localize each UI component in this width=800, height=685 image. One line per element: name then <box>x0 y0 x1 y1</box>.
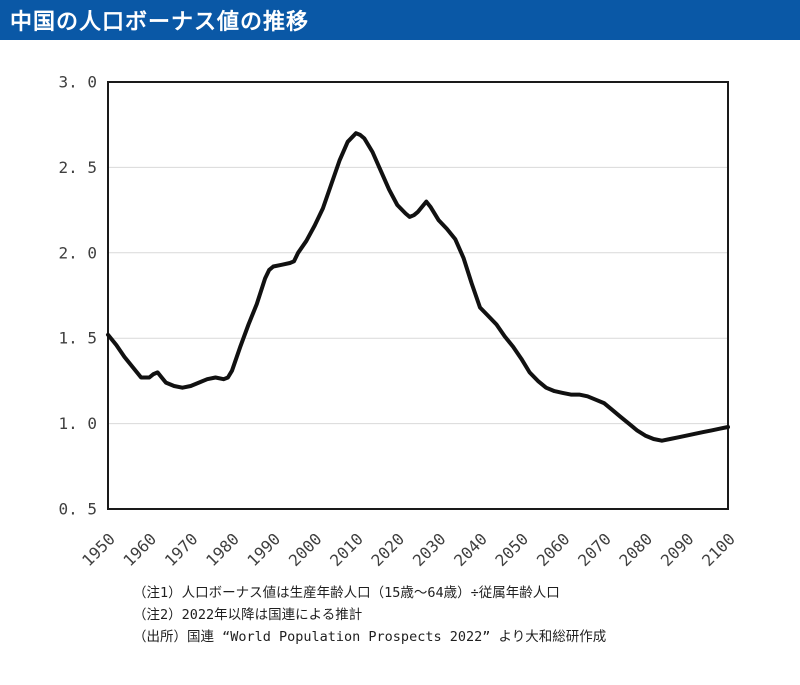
page-title: 中国の人口ボーナス値の推移 <box>10 10 310 35</box>
footnote-1: （注1）人口ボーナス値は生産年齢人口（15歳～64歳）÷従属年齢人口 <box>133 585 560 601</box>
x-tick-label: 1990 <box>243 529 284 570</box>
x-tick-label: 1960 <box>119 529 160 570</box>
x-tick-label: 2040 <box>450 529 491 570</box>
x-tick-label: 1950 <box>78 529 119 570</box>
x-tick-label: 2070 <box>574 529 615 570</box>
x-tick-label: 2080 <box>615 529 656 570</box>
x-tick-label: 1970 <box>161 529 202 570</box>
data-line <box>106 131 730 443</box>
y-tick-label: 2. 0 <box>58 243 97 262</box>
x-tick-label: 1980 <box>202 529 243 570</box>
x-tick-label: 2020 <box>367 529 408 570</box>
x-tick-label: 2060 <box>533 529 574 570</box>
x-tick-label: 2030 <box>409 529 450 570</box>
footnote-2: （注2）2022年以降は国連による推計 <box>133 607 363 623</box>
footnotes: （注1）人口ボーナス値は生産年齢人口（15歳～64歳）÷従属年齢人口 （注2）2… <box>133 582 773 648</box>
x-tick-label: 2000 <box>285 529 326 570</box>
x-tick-label: 2090 <box>657 529 698 570</box>
chart-svg: 3. 0 2. 5 2. 0 1. 5 1. 0 0. 5 1950 1960 1970 1980… <box>58 73 739 571</box>
footnote-3: （出所）国連 “World Population Prospects 2022”… <box>133 629 607 645</box>
y-tick-label: 2. 5 <box>58 158 97 177</box>
x-tick-label: 2050 <box>491 529 532 570</box>
y-tick-label: 3. 0 <box>58 73 97 92</box>
y-tick-label: 0. 5 <box>58 500 97 519</box>
plot-border <box>107 81 729 510</box>
x-tick-label: 2010 <box>326 529 367 570</box>
title-bar: 中国の人口ボーナス値の推移 <box>0 0 800 40</box>
y-tick-label: 1. 0 <box>58 414 97 433</box>
x-tick-label: 2100 <box>698 529 739 570</box>
y-tick-label: 1. 5 <box>58 329 97 348</box>
chart-area: 3. 0 2. 5 2. 0 1. 5 1. 0 0. 5 1950 1960 1970 1980… <box>0 40 800 580</box>
